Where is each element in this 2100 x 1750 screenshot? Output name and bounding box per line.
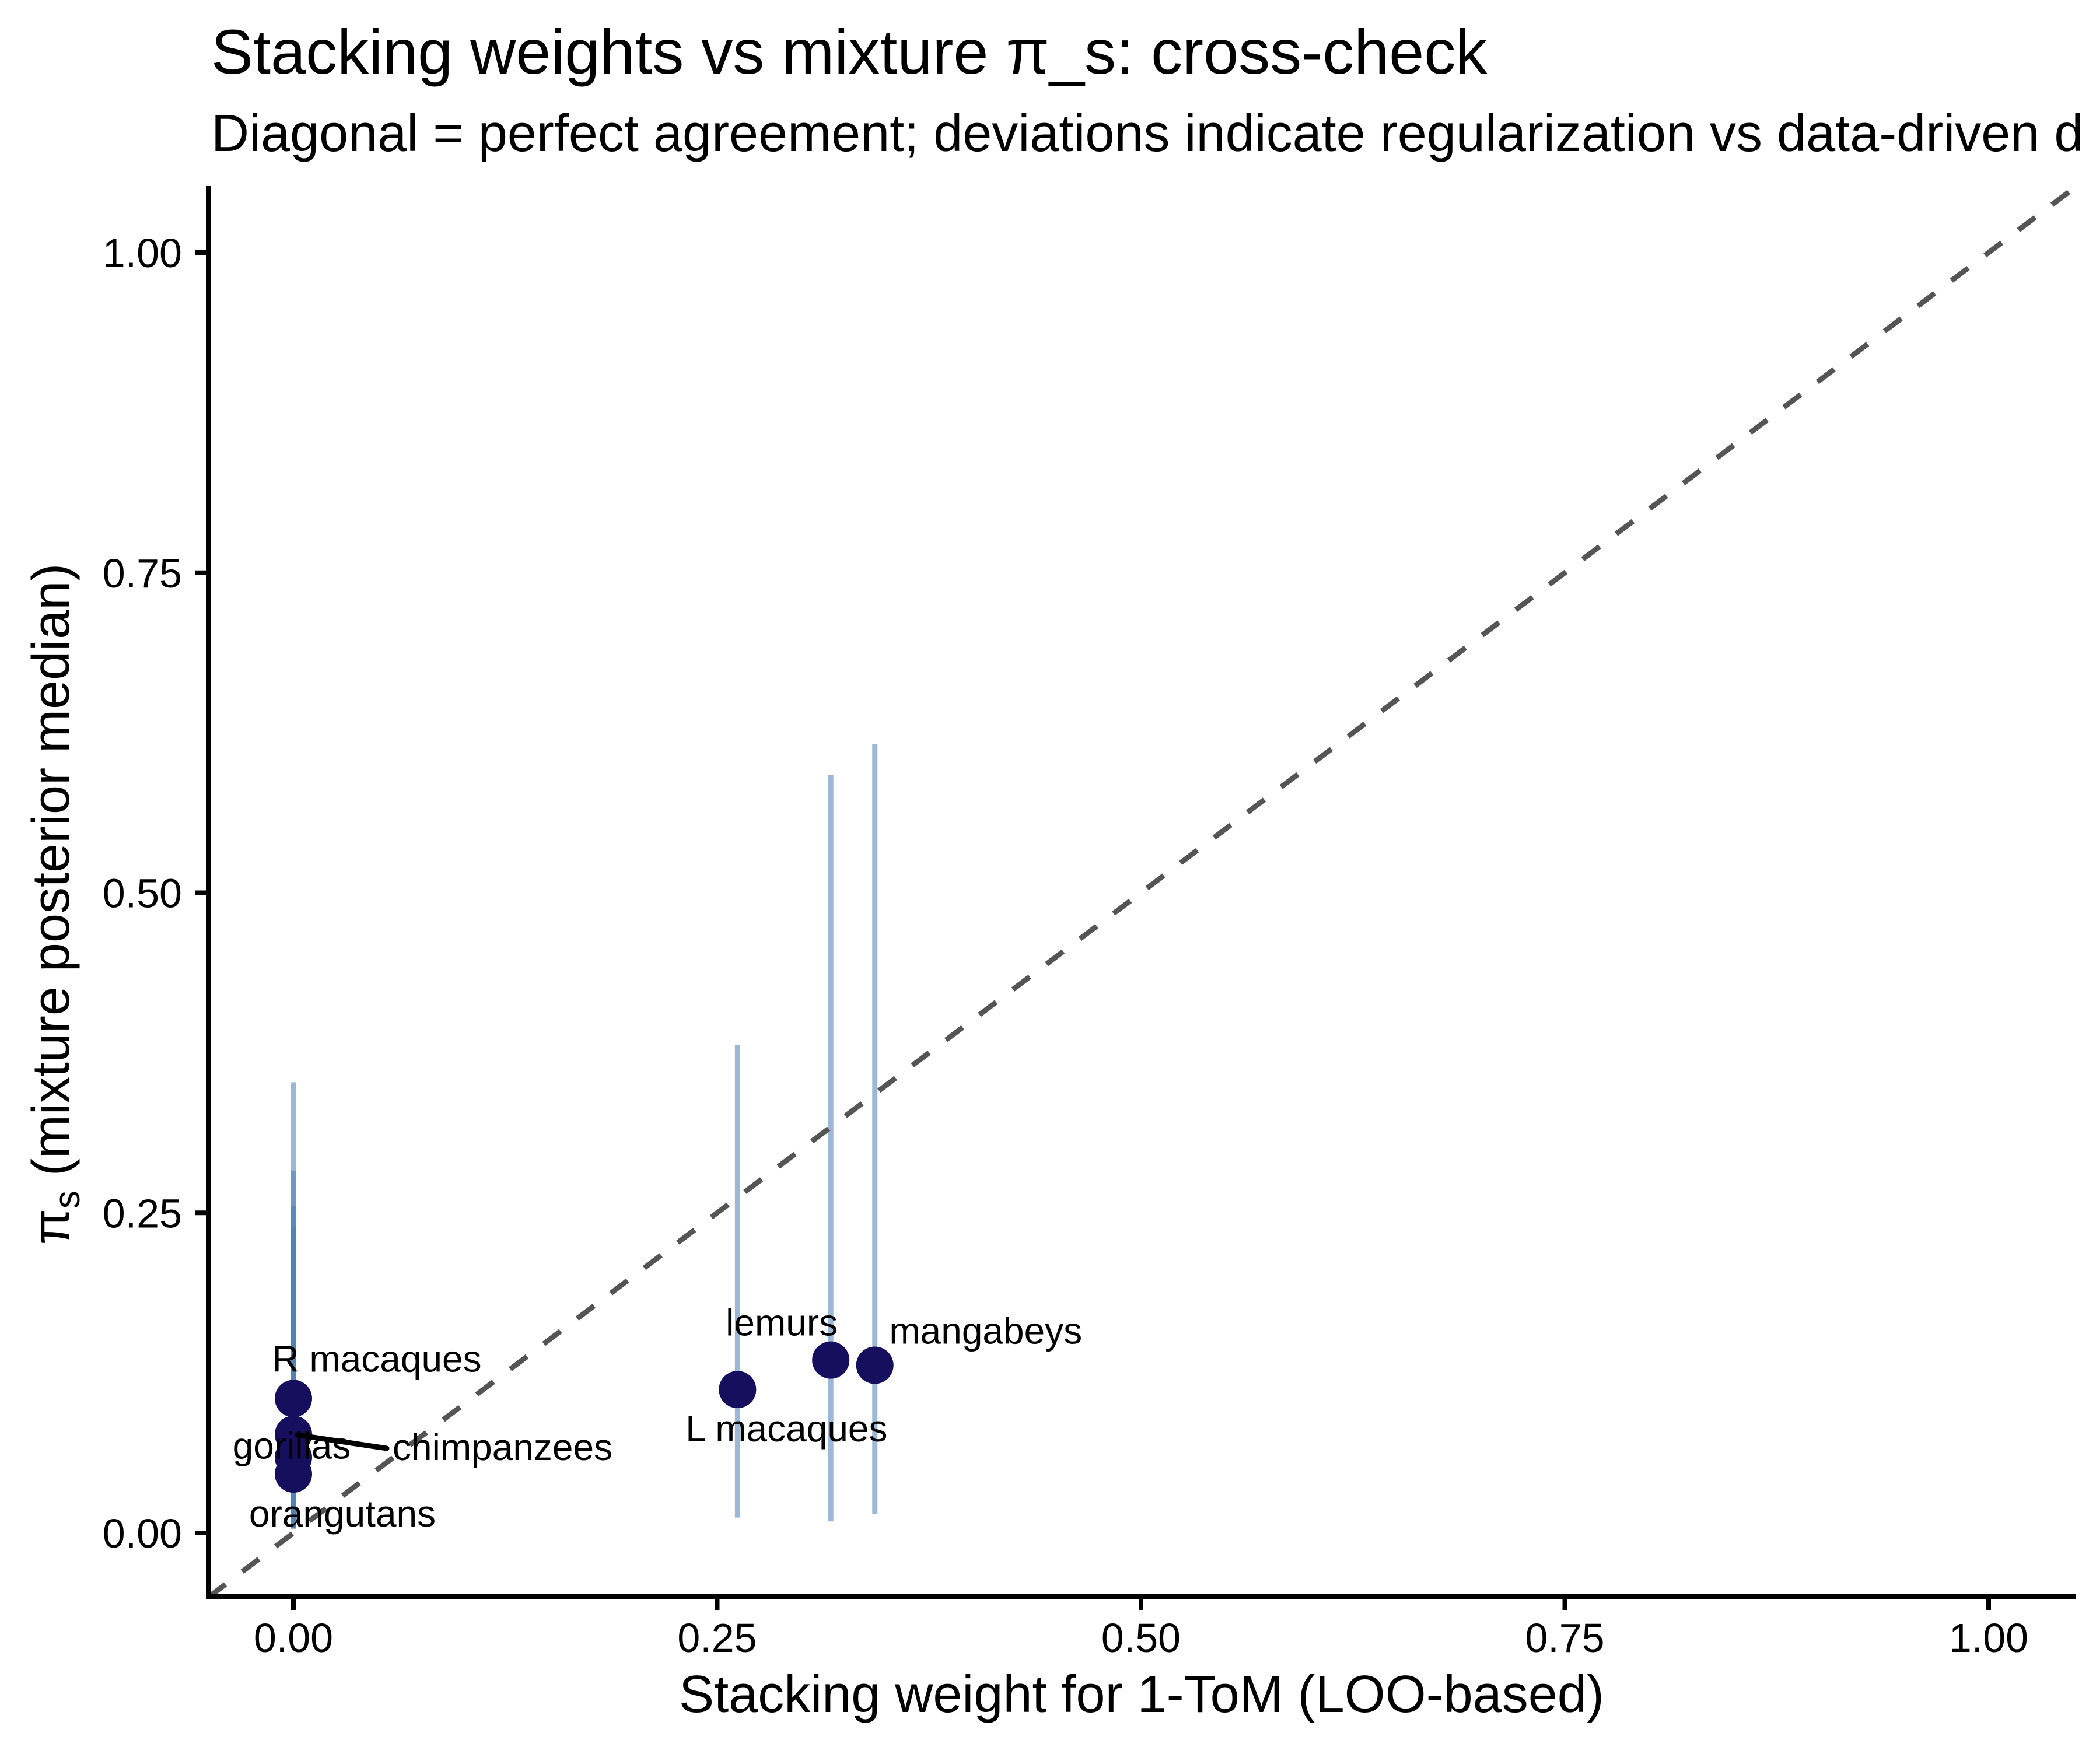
- chart-title: Stacking weights vs mixture π_s: cross-c…: [211, 16, 1488, 87]
- point-label-4: L macaques: [685, 1408, 887, 1450]
- point-label-6: mangabeys: [889, 1310, 1082, 1352]
- chart-subtitle: Diagonal = perfect agreement; deviations…: [211, 104, 2083, 163]
- y-axis-title-symbol: π: [22, 1209, 80, 1245]
- x-axis-title: Stacking weight for 1-ToM (LOO-based): [679, 1665, 1604, 1724]
- reference-line-layer: [206, 186, 2076, 1600]
- point-label-3: orangutans: [249, 1493, 436, 1535]
- point-label-5: lemurs: [726, 1302, 838, 1344]
- y-ticks: 0.00 0.25 0.50 0.75 1.00: [103, 230, 208, 1556]
- point-label-1: chimpanzees: [393, 1426, 612, 1468]
- point-0: [275, 1380, 312, 1418]
- y-tick-label-0: 0.00: [103, 1511, 182, 1556]
- point-labels-layer: R macaques chimpanzees gorillas orangutans L…: [233, 1302, 1083, 1535]
- point-4: [719, 1371, 757, 1409]
- y-tick-label-4: 1.00: [103, 230, 182, 276]
- point-3: [275, 1455, 312, 1493]
- point-label-2: gorillas: [233, 1424, 351, 1466]
- y-axis-title-subscript: s: [47, 1191, 88, 1209]
- x-tick-label-3: 0.75: [1525, 1615, 1604, 1661]
- x-tick-label-0: 0.00: [254, 1615, 333, 1661]
- point-label-0: R macaques: [272, 1338, 481, 1380]
- x-ticks: 0.00 0.25 0.50 0.75 1.00: [254, 1597, 2028, 1661]
- x-tick-label-2: 0.50: [1101, 1615, 1181, 1661]
- x-tick-label-4: 1.00: [1949, 1615, 2028, 1661]
- x-tick-label-1: 0.25: [677, 1615, 757, 1661]
- y-axis-title-rest: (mixture posterior median): [22, 564, 80, 1191]
- y-tick-label-3: 0.75: [103, 551, 182, 596]
- identity-reference-line: [206, 186, 2076, 1600]
- points-layer: [275, 1341, 894, 1493]
- point-6: [856, 1346, 894, 1384]
- y-tick-label-1: 0.25: [103, 1191, 182, 1236]
- y-axis-title: πs (mixture posterior median): [22, 564, 88, 1245]
- point-5: [812, 1341, 850, 1379]
- y-tick-label-2: 0.50: [103, 871, 182, 916]
- label-connector-1: [295, 1432, 390, 1451]
